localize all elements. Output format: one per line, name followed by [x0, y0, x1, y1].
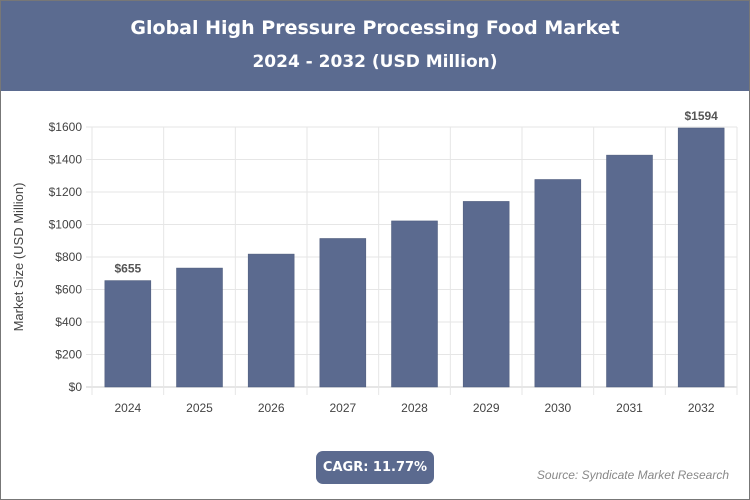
x-tick-label: 2032	[688, 401, 715, 415]
chart-header: Global High Pressure Processing Food Mar…	[1, 1, 749, 91]
chart-subtitle: 2024 - 2032 (USD Million)	[252, 52, 498, 72]
cagr-badge: CAGR: 11.77%	[316, 451, 434, 484]
x-tick-label: 2026	[258, 401, 285, 415]
x-tick-label: 2024	[114, 401, 141, 415]
y-tick-label: $0	[69, 380, 83, 394]
bar-2031	[606, 154, 653, 388]
y-tick-label: $1000	[49, 218, 83, 232]
bar-2026	[247, 253, 295, 388]
bar-chart: $0 $200 $400 $600 $800 $1000 $1200 $1400 $1600 20…	[11, 109, 738, 415]
y-axis-label: Market Size (USD Million)	[11, 183, 26, 332]
source-note: Source: Syndicate Market Research	[536, 468, 729, 482]
y-tick-label: $1200	[49, 185, 83, 199]
chart-title: Global High Pressure Processing Food Mar…	[130, 17, 620, 39]
y-tick-label: $1400	[49, 153, 83, 167]
bar-2029	[462, 201, 510, 388]
y-tick-label: $800	[55, 250, 82, 264]
y-tick-label: $1600	[49, 120, 83, 134]
data-label: $1594	[684, 109, 718, 123]
bar-2028	[391, 220, 438, 388]
x-tick-label: 2029	[473, 401, 500, 415]
data-label: $655	[114, 262, 141, 276]
x-tick-label: 2031	[616, 401, 643, 415]
y-tick-label: $200	[55, 348, 82, 362]
x-tick-label: 2028	[401, 401, 428, 415]
x-tick-label: 2025	[186, 401, 213, 415]
bar-2024	[104, 280, 152, 388]
bar-2027	[319, 238, 367, 388]
y-tick-label: $600	[55, 283, 82, 297]
x-tick-label: 2027	[329, 401, 356, 415]
bar-2032	[677, 127, 725, 388]
y-tick-label: $400	[55, 315, 82, 329]
bar-2030	[534, 179, 582, 388]
bar-2025	[176, 267, 223, 388]
x-tick-label: 2030	[544, 401, 571, 415]
